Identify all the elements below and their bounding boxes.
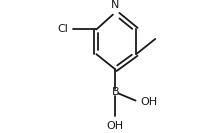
Text: B: B bbox=[111, 87, 119, 97]
Text: N: N bbox=[111, 0, 119, 10]
Text: OH: OH bbox=[140, 97, 157, 107]
Text: OH: OH bbox=[107, 121, 124, 131]
Text: Cl: Cl bbox=[57, 24, 68, 34]
